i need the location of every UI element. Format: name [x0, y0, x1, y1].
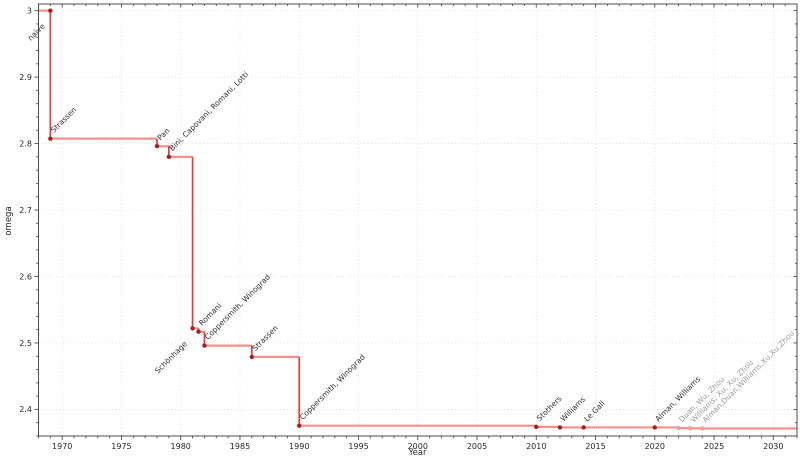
data-point-marker: [676, 425, 681, 431]
x-tick-label: 1975: [111, 442, 131, 451]
step-line-vertical: [49, 10, 680, 429]
annotation-label: Williams: [559, 395, 588, 424]
data-point-marker: [581, 425, 586, 430]
y-axis-title: omega: [3, 206, 14, 236]
annotation-label: Strassen: [49, 105, 79, 135]
data-point-marker: [652, 425, 657, 430]
annotation-label: Alman,Duan,Williams,Xu,Xu,Zhou: [701, 329, 797, 425]
data-point-marker: [688, 426, 693, 431]
data-point-marker: [190, 326, 195, 331]
y-tick-label: 2.5: [19, 339, 32, 348]
data-point-marker: [196, 329, 201, 334]
annotation-label: Bini, Capovani, Romani, Lotti: [167, 70, 250, 153]
data-point-marker: [48, 8, 53, 13]
y-tick-label: 2.4: [19, 405, 32, 414]
plot-border: [38, 3, 798, 437]
y-tick-label: 3: [27, 6, 32, 15]
data-point-marker: [557, 425, 563, 430]
x-tick-label: 1970: [52, 442, 72, 451]
x-tick-label: 2000: [408, 442, 428, 451]
y-tick-label: 2.6: [19, 272, 32, 281]
annotation-label: Strassen: [250, 323, 280, 353]
x-tick-label: 1995: [348, 442, 368, 451]
x-tick-label: 2030: [763, 442, 783, 451]
y-tick-label: 2.9: [19, 73, 32, 82]
x-tick-label: 2010: [526, 442, 546, 451]
x-tick-label: 2025: [704, 442, 724, 451]
data-point-marker: [534, 424, 539, 430]
x-tick-label: 2005: [467, 442, 487, 451]
annotation-label: Williams, Xu, Xu, Zhou: [689, 358, 755, 424]
annotation-label: Pan: [156, 126, 172, 142]
x-tick-label: 1990: [289, 442, 309, 451]
x-tick-label: 2015: [585, 442, 605, 451]
step-line-horizontal: [38, 9, 797, 430]
data-point-marker: [166, 154, 172, 160]
data-point-marker: [297, 423, 302, 428]
annotation-label: naive: [26, 21, 47, 42]
x-tick-label: 1985: [230, 442, 250, 451]
data-point-marker: [154, 144, 160, 149]
y-tick-label: 2.8: [19, 139, 32, 148]
x-tick-label: 1980: [171, 442, 191, 451]
y-tick-label: 2.7: [19, 206, 32, 215]
data-point-marker: [699, 426, 705, 431]
annotation-label: Le Gall: [582, 399, 606, 423]
data-point-marker: [48, 136, 53, 141]
data-point-marker: [249, 354, 255, 360]
x-axis-title: Year: [408, 448, 427, 458]
x-tick-label: 2020: [645, 442, 665, 451]
annotation-label: Coppersmith, Winograd: [298, 352, 367, 421]
annotation-label: Schönhage: [153, 339, 189, 375]
data-point-marker: [202, 343, 207, 348]
